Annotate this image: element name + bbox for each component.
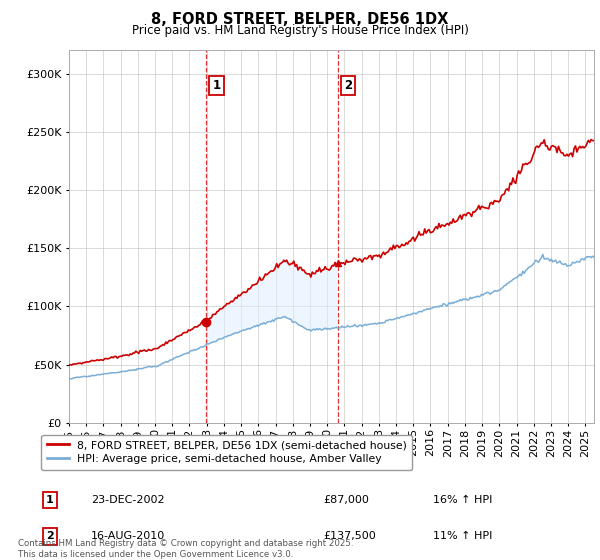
Legend: 8, FORD STREET, BELPER, DE56 1DX (semi-detached house), HPI: Average price, semi: 8, FORD STREET, BELPER, DE56 1DX (semi-d… xyxy=(41,435,412,470)
Text: 16% ↑ HPI: 16% ↑ HPI xyxy=(433,495,493,505)
Text: Price paid vs. HM Land Registry's House Price Index (HPI): Price paid vs. HM Land Registry's House … xyxy=(131,24,469,36)
Text: 2: 2 xyxy=(344,79,352,92)
Text: 8, FORD STREET, BELPER, DE56 1DX: 8, FORD STREET, BELPER, DE56 1DX xyxy=(151,12,449,27)
Text: 11% ↑ HPI: 11% ↑ HPI xyxy=(433,531,493,542)
Text: 23-DEC-2002: 23-DEC-2002 xyxy=(91,495,165,505)
Text: 2: 2 xyxy=(46,531,53,542)
Text: £87,000: £87,000 xyxy=(323,495,369,505)
Text: Contains HM Land Registry data © Crown copyright and database right 2025.
This d: Contains HM Land Registry data © Crown c… xyxy=(18,539,353,559)
Text: £137,500: £137,500 xyxy=(323,531,376,542)
Text: 16-AUG-2010: 16-AUG-2010 xyxy=(91,531,166,542)
Text: 1: 1 xyxy=(46,495,53,505)
Text: 1: 1 xyxy=(212,79,220,92)
